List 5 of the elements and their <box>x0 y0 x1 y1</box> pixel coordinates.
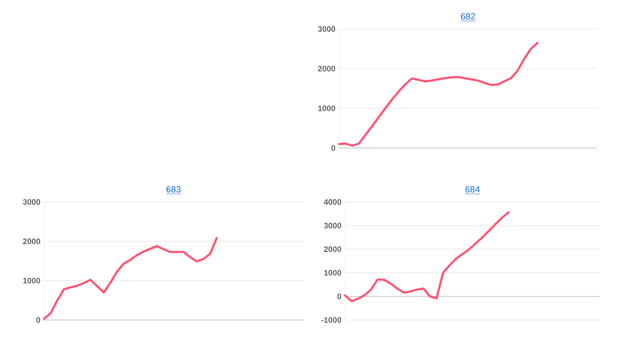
line-series <box>344 211 510 302</box>
line-series <box>338 42 539 147</box>
chart-title: 682 <box>460 13 476 20</box>
chart-title: 683 <box>166 186 181 193</box>
chart-title: 684 <box>465 186 480 193</box>
